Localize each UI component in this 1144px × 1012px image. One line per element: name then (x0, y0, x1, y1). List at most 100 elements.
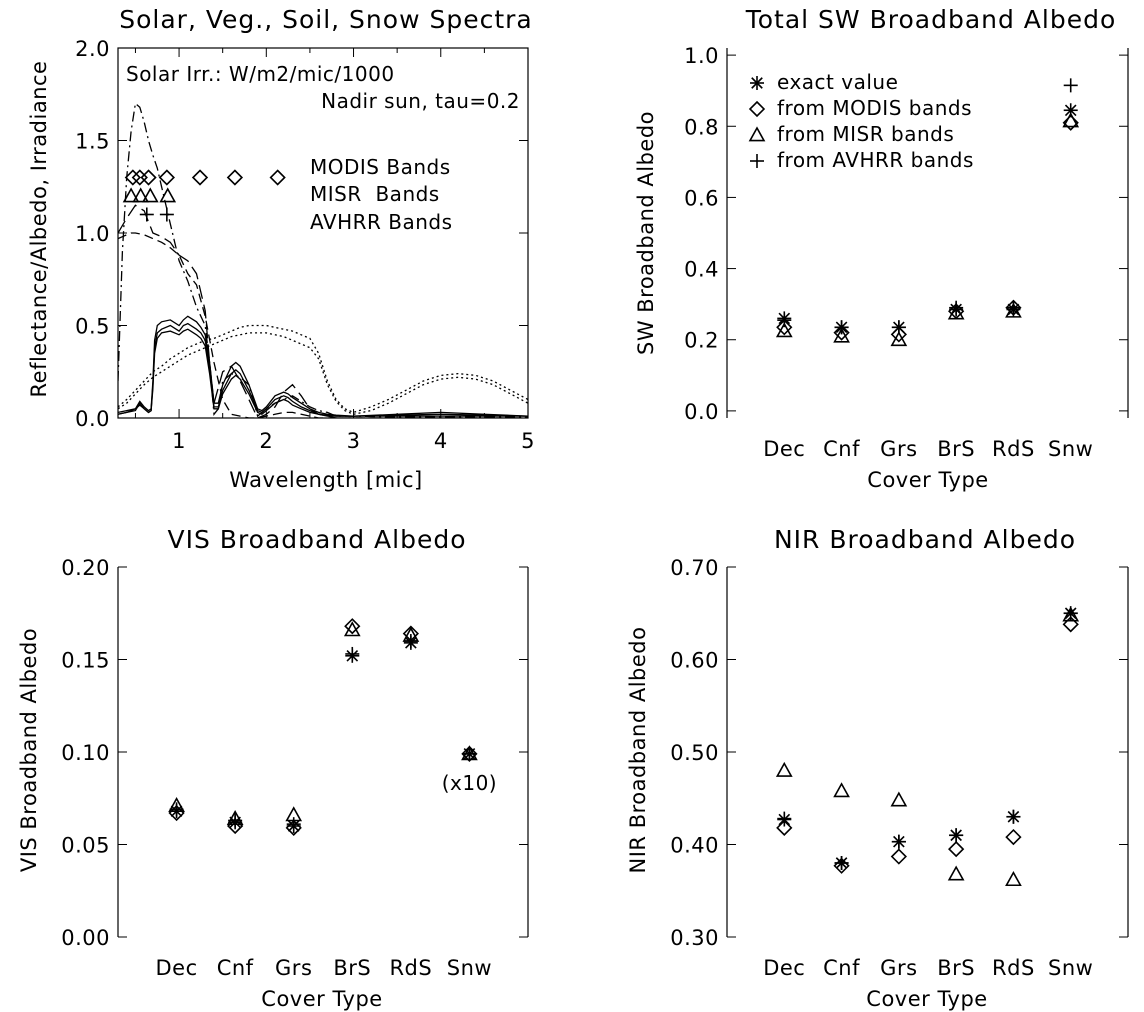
vis-albedo-panel: VIS Broadband Albedo Cover Type VIS Broa… (17, 525, 529, 1011)
nir-xlabel: Cover Type (866, 987, 987, 1011)
plus-point (1063, 78, 1078, 93)
diamond-point (833, 324, 850, 341)
y-tick-label: 0.60 (670, 649, 719, 673)
nir-plot-area: 0.30 0.40 0.50 0.60 0.70 Dec Cnf Grs BrS RdS Snw (670, 556, 1129, 980)
y-tick-label: 0.00 (61, 926, 110, 950)
triangle-point (947, 304, 965, 320)
plus-point (777, 811, 792, 826)
category-label: BrS (333, 956, 371, 980)
category-label: Grs (275, 956, 312, 980)
spectra-annotation-2: Nadir sun, tau=0.2 (321, 89, 520, 113)
category-label: Cnf (823, 437, 860, 461)
y-tick-label: 0.05 (61, 834, 110, 858)
diamond-point (776, 319, 793, 336)
y-tick-label: 1.5 (75, 130, 110, 154)
plus-point (286, 817, 301, 832)
legend-diamond-icon (748, 100, 766, 118)
legend-label: from AVHRR bands (777, 148, 974, 172)
diamond-point (285, 819, 302, 836)
y-tick-label: 0.50 (670, 741, 719, 765)
spectrum-line-5 (118, 328, 528, 417)
diamond-point (1062, 616, 1079, 633)
triangle-point (1062, 112, 1080, 128)
diamond-point (890, 326, 907, 343)
sw-xlabel: Cover Type (867, 468, 988, 492)
avhrr-band-marker (159, 207, 174, 222)
plus-point (462, 746, 477, 761)
x-tick-label: 1 (172, 429, 186, 453)
misr-band-marker (132, 187, 150, 203)
triangle-point (1062, 606, 1080, 622)
category-label: Dec (763, 956, 805, 980)
spectra-ylabel: Reflectance/Albedo, Irradiance (27, 61, 51, 398)
diamond-point (948, 840, 965, 858)
modis-bands-label: MODIS Bands (310, 155, 451, 179)
spectra-plot-area: 1 2 3 4 5 0.0 0.5 1.0 1.5 2.0 (75, 37, 535, 453)
triangle-point (890, 791, 908, 807)
vis-title: VIS Broadband Albedo (168, 525, 467, 554)
avhrr-band-marker (139, 207, 154, 222)
legend-label: from MISR bands (777, 122, 954, 146)
category-label: RdS (992, 956, 1035, 980)
y-tick-label: 2.0 (75, 37, 110, 61)
y-tick-label: 0.40 (670, 834, 719, 858)
diamond-point (1005, 828, 1022, 846)
vis-plot-area: 0.00 0.05 0.10 0.15 0.20 Dec Cnf Grs BrS RdS Snw (x… (61, 556, 529, 980)
spectra-title: Solar, Veg., Soil, Snow Spectra (119, 5, 532, 34)
category-label: Grs (880, 437, 917, 461)
y-tick-label: 0.0 (75, 407, 110, 431)
plus-point (345, 646, 360, 661)
legend-asterisk-icon (750, 76, 764, 90)
vis-ylabel: VIS Broadband Albedo (17, 628, 41, 872)
nir-albedo-panel: NIR Broadband Albedo Cover Type NIR Broa… (626, 525, 1129, 1011)
y-tick-label: 0.4 (684, 258, 719, 282)
plus-point (949, 828, 964, 843)
category-label: Cnf (217, 956, 254, 980)
triangle-point (1005, 302, 1022, 318)
sw-ylabel: SW Broadband Albedo (634, 111, 658, 355)
diamond-point (1062, 114, 1079, 131)
category-label: RdS (992, 437, 1035, 461)
plus-point (1006, 809, 1021, 824)
category-label: BrS (937, 956, 975, 980)
category-label: Dec (763, 437, 805, 461)
triangle-point (833, 782, 850, 798)
diamond-point (344, 618, 361, 635)
y-tick-label: 0.2 (684, 329, 719, 353)
sw-plot-area: 0.0 0.2 0.4 0.6 0.8 1.0 Dec Cnf Grs BrS RdS Snw exac… (684, 44, 1129, 461)
sw-albedo-panel: Total SW Broadband Albedo Cover Type SW … (634, 5, 1129, 492)
plus-point (403, 634, 418, 648)
y-tick-label: 0.15 (61, 649, 110, 673)
asterisk-point (1063, 103, 1078, 118)
y-tick-label: 1.0 (684, 44, 719, 68)
y-tick-label: 1.0 (75, 222, 110, 246)
avhrr-bands-label: AVHRR Bands (310, 210, 453, 234)
plus-point (228, 813, 243, 828)
y-tick-label: 0.10 (61, 741, 110, 765)
category-label: Snw (447, 956, 492, 980)
plus-point (834, 856, 849, 870)
y-tick-label: 0.70 (670, 556, 719, 580)
category-label: Dec (156, 956, 198, 980)
misr-bands-label: MISR Bands (310, 182, 440, 206)
plus-point (949, 300, 964, 315)
triangle-point (833, 327, 850, 343)
triangle-point (775, 761, 793, 777)
modis-band-marker (191, 169, 209, 186)
modis-band-marker (124, 169, 141, 186)
sw-title: Total SW Broadband Albedo (745, 5, 1117, 34)
y-tick-label: 0.30 (670, 926, 719, 950)
plus-point (834, 320, 849, 335)
category-label: Snw (1048, 956, 1093, 980)
modis-band-marker (158, 169, 175, 186)
snow-scale-annotation: (x10) (442, 771, 497, 795)
x-tick-label: 5 (521, 429, 535, 453)
plus-point (891, 834, 906, 849)
misr-band-marker (141, 187, 159, 203)
y-tick-label: 0.0 (684, 400, 719, 424)
category-label: Grs (880, 956, 917, 980)
triangle-point (947, 865, 965, 881)
y-tick-label: 0.6 (684, 186, 719, 210)
misr-band-marker (159, 187, 177, 203)
